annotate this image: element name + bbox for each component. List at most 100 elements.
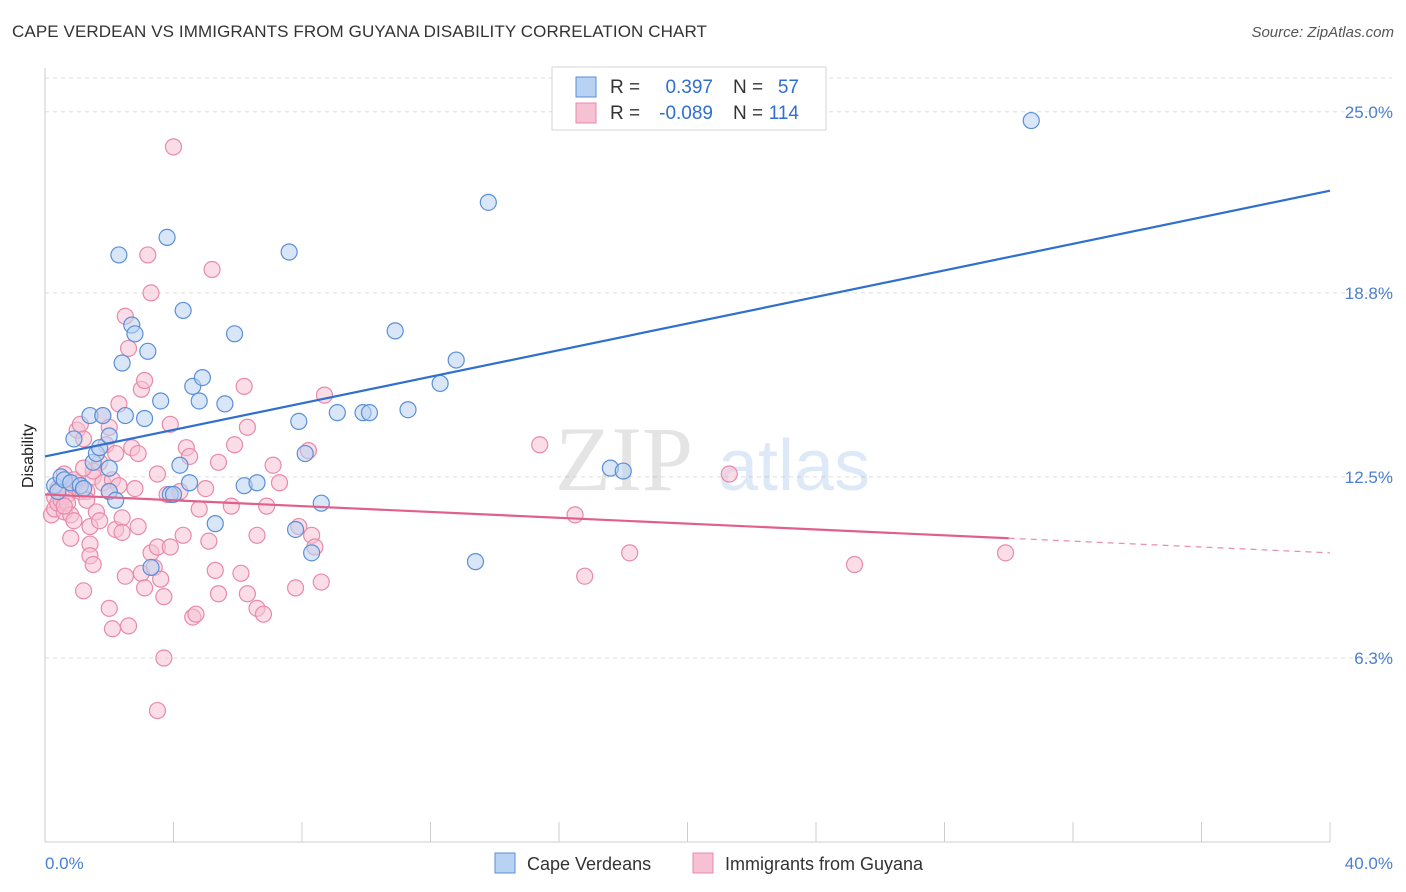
point-guyana — [91, 512, 109, 530]
point-cape-verdean — [225, 325, 244, 343]
legend-n-label-2: N = — [733, 103, 763, 124]
point-guyana — [270, 474, 289, 492]
point-guyana — [206, 561, 224, 579]
point-guyana — [148, 465, 167, 483]
point-guyana — [155, 588, 173, 606]
point-guyana — [119, 617, 138, 635]
point-guyana — [576, 567, 594, 585]
watermark-zip: ZIP — [555, 408, 693, 510]
point-guyana — [264, 456, 282, 474]
point-cape-verdean — [296, 444, 314, 463]
point-guyana — [248, 526, 266, 544]
point-cape-verdean — [399, 401, 417, 419]
chart-title: CAPE VERDEAN VS IMMIGRANTS FROM GUYANA D… — [12, 22, 708, 41]
point-guyana — [107, 444, 125, 463]
legend-n-value-2: 114 — [769, 103, 800, 124]
point-cape-verdean — [447, 351, 465, 369]
point-guyana — [996, 544, 1015, 562]
point-cape-verdean — [152, 392, 170, 410]
point-guyana — [65, 512, 83, 530]
point-guyana — [126, 479, 144, 498]
legend-swatch-blue — [575, 76, 597, 98]
series-guyana-points — [42, 138, 1015, 720]
point-guyana — [155, 649, 173, 667]
point-guyana — [845, 555, 864, 574]
point-guyana — [135, 579, 154, 597]
watermark: ZIP atlas — [555, 408, 870, 510]
point-cape-verdean — [431, 374, 449, 393]
point-guyana — [254, 605, 273, 623]
point-guyana — [286, 579, 305, 597]
watermark-atlas: atlas — [718, 426, 870, 506]
series-legend-swatch-blue — [494, 852, 516, 874]
point-guyana — [84, 555, 102, 574]
axes — [44, 68, 1331, 843]
point-cape-verdean — [193, 369, 212, 387]
point-guyana — [200, 532, 218, 550]
point-cape-verdean — [360, 404, 379, 422]
y-tick-label: 12.5% — [1345, 468, 1393, 487]
point-guyana — [62, 529, 80, 547]
point-cape-verdean — [100, 459, 118, 477]
point-cape-verdean — [190, 392, 208, 410]
legend-r-label-1: R = — [610, 77, 640, 98]
point-guyana — [209, 453, 228, 471]
point-cape-verdean — [248, 474, 266, 492]
point-cape-verdean — [139, 342, 157, 360]
y-tick-label: 25.0% — [1345, 103, 1393, 122]
stats-legend-box — [551, 66, 827, 131]
point-guyana — [148, 701, 167, 720]
point-cape-verdean — [303, 544, 321, 562]
point-guyana — [164, 138, 183, 156]
trendline-guyana-extension — [1008, 537, 1331, 554]
point-cape-verdean — [74, 479, 93, 498]
point-guyana — [174, 526, 192, 544]
point-guyana — [129, 444, 147, 463]
point-cape-verdean — [290, 412, 308, 431]
legend-swatch-pink — [575, 102, 597, 124]
point-cape-verdean — [94, 406, 112, 425]
stats-legend: R = 0.397 N = 57 R = -0.089 N = 114 — [551, 66, 827, 131]
point-guyana — [113, 523, 131, 542]
x-tick-label-min: 0.0% — [45, 854, 84, 873]
y-tick-labels: 6.3% 12.5% 18.8% 25.0% — [1345, 103, 1393, 668]
point-guyana — [312, 573, 330, 591]
point-cape-verdean — [116, 406, 134, 425]
point-cape-verdean — [216, 395, 234, 413]
x-tick-labels: 0.0% 40.0% — [45, 854, 1393, 873]
series-legend-swatch-pink — [692, 852, 714, 874]
point-cape-verdean — [180, 474, 199, 492]
point-cape-verdean — [142, 558, 160, 577]
point-cape-verdean — [174, 301, 192, 320]
point-cape-verdean — [479, 193, 497, 211]
point-cape-verdean — [171, 456, 189, 474]
point-guyana — [152, 570, 170, 588]
point-guyana — [116, 567, 134, 585]
point-cape-verdean — [135, 409, 154, 428]
point-guyana — [238, 418, 256, 436]
point-guyana — [238, 585, 256, 603]
point-guyana — [720, 465, 738, 483]
point-guyana — [100, 599, 118, 617]
point-guyana — [190, 500, 208, 518]
point-cape-verdean — [466, 553, 485, 571]
point-cape-verdean — [110, 246, 128, 264]
point-guyana — [197, 479, 215, 498]
series-legend: Cape Verdeans Immigrants from Guyana — [494, 852, 924, 874]
point-cape-verdean — [286, 520, 305, 539]
point-cape-verdean — [280, 243, 298, 261]
point-guyana — [142, 284, 160, 302]
trendline-guyana — [44, 493, 1009, 540]
point-guyana — [225, 436, 244, 454]
point-cape-verdean — [113, 354, 131, 372]
y-tick-label: 18.8% — [1345, 284, 1393, 303]
point-guyana — [161, 415, 179, 433]
point-guyana — [621, 544, 639, 562]
point-guyana — [139, 246, 157, 264]
point-guyana — [161, 538, 179, 556]
legend-n-label-1: N = — [733, 77, 763, 98]
series-cape-verdeans-points — [46, 111, 1040, 577]
point-cape-verdean — [328, 404, 346, 422]
point-cape-verdean — [126, 325, 144, 343]
